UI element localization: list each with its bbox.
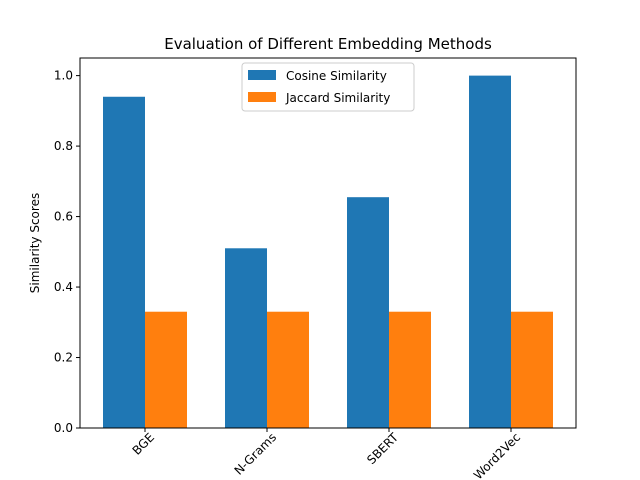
legend-label-cosine: Cosine Similarity xyxy=(286,69,387,83)
y-axis-label: Similarity Scores xyxy=(28,193,42,293)
bar-jaccard-sbert xyxy=(389,311,431,428)
bar-jaccard-word2vec xyxy=(511,311,553,428)
legend-label-jaccard: Jaccard Similarity xyxy=(285,91,390,105)
bar-jaccard-n-grams xyxy=(267,311,309,428)
y-tick-label: 0.0 xyxy=(54,421,73,435)
bar-jaccard-bge xyxy=(145,311,187,428)
bar-cosine-bge xyxy=(103,96,145,428)
bar-cosine-word2vec xyxy=(469,75,511,428)
legend-box xyxy=(241,62,415,112)
bars-group xyxy=(103,75,553,428)
legend-swatch-jaccard xyxy=(248,92,276,102)
y-tick-label: 1.0 xyxy=(54,69,73,83)
y-tick-label: 0.2 xyxy=(54,351,73,365)
bar-cosine-n-grams xyxy=(225,248,267,428)
y-tick-label: 0.6 xyxy=(54,210,73,224)
plot-frame xyxy=(79,57,577,429)
legend: Cosine Similarity Jaccard Similarity xyxy=(241,62,415,112)
legend-swatch-cosine xyxy=(248,70,276,80)
bar-cosine-sbert xyxy=(347,197,389,428)
y-tick-label: 0.4 xyxy=(54,280,73,294)
y-ticks: 0.0 0.2 0.4 0.6 0.8 1.0 xyxy=(54,69,80,435)
chart-title: Evaluation of Different Embedding Method… xyxy=(164,35,492,53)
y-tick-label: 0.8 xyxy=(54,139,73,153)
